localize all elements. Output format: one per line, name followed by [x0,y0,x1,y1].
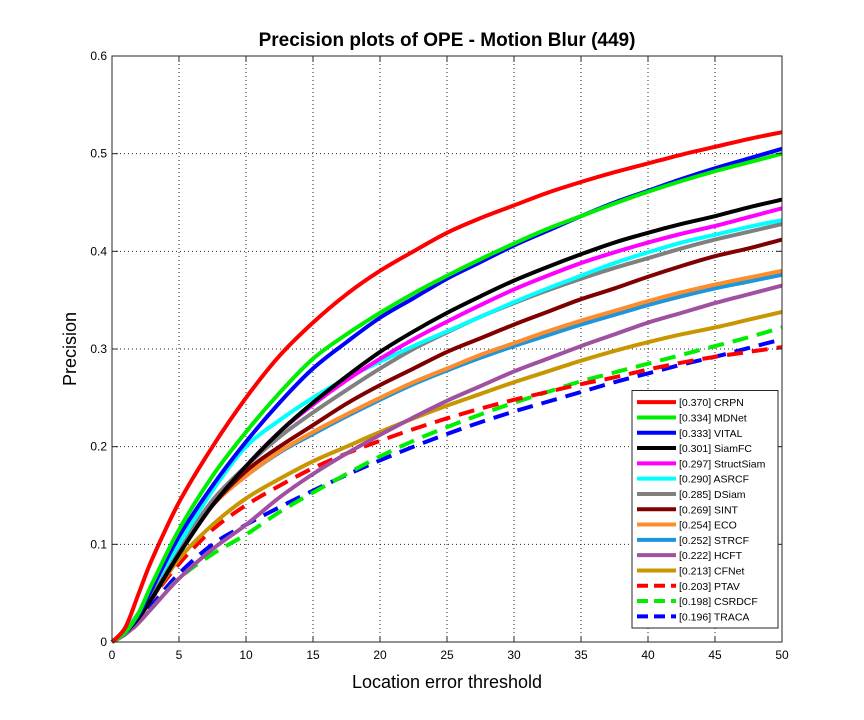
x-axis-label: Location error threshold [352,672,542,692]
series-line-asrcf [110,218,783,644]
x-tick-label: 10 [239,648,253,662]
series-line-crpn [110,130,783,644]
legend-label: [0.333] VITAL [679,428,743,440]
series-line-hcft [110,283,783,644]
legend-label: [0.198] CSRDCF [679,596,758,608]
x-tick-label: 30 [507,648,521,662]
chart-title: Precision plots of OPE - Motion Blur (44… [259,30,636,51]
y-tick-label: 0.1 [90,537,107,551]
legend-label: [0.252] STRCF [679,535,749,547]
x-tick-label: 40 [641,648,655,662]
legend-label: [0.285] DSiam [679,489,746,501]
legend-label: [0.290] ASRCF [679,474,749,486]
legend-label: [0.222] HCFT [679,550,743,562]
legend: [0.370] CRPN [0.334] MDNet [0.333] VITAL [0… [631,390,779,629]
series-line-traca [110,337,783,644]
y-tick-label: 0.2 [90,440,107,454]
axis-ticks: 0 5 10 15 20 25 30 35 40 45 50 0 0.1 0.2 0.3 0.4 0.5 0.6 [90,49,789,662]
y-tick-label: 0 [100,635,107,649]
x-tick-label: 45 [708,648,722,662]
y-tick-label: 0.5 [90,147,107,161]
x-tick-label: 25 [440,648,454,662]
series-line-dsiam [110,222,783,644]
x-tick-label: 15 [306,648,320,662]
x-tick-label: 50 [775,648,789,662]
legend-label: [0.269] SINT [679,504,739,516]
legend-label: [0.301] SiamFC [679,443,752,455]
legend-label: [0.203] PTAV [679,581,740,593]
legend-label: [0.334] MDNet [679,412,747,424]
series-lines [110,130,783,644]
x-tick-label: 0 [109,648,116,662]
x-tick-label: 20 [373,648,387,662]
y-tick-label: 0.3 [90,342,107,356]
legend-label: [0.196] TRACA [679,611,749,623]
series-line-siamfc [110,197,783,644]
legend-label: [0.213] CFNet [679,565,744,577]
series-line-ptav [110,345,783,644]
legend-label: [0.297] StructSiam [679,458,766,470]
y-tick-label: 0.4 [90,244,107,258]
legend-label: [0.254] ECO [679,520,737,532]
x-tick-label: 35 [574,648,588,662]
series-line-mdnet [110,151,783,644]
y-axis-label: Precision [60,312,80,386]
x-tick-label: 5 [176,648,183,662]
legend-label: [0.370] CRPN [679,397,744,409]
y-tick-label: 0.6 [90,49,107,63]
